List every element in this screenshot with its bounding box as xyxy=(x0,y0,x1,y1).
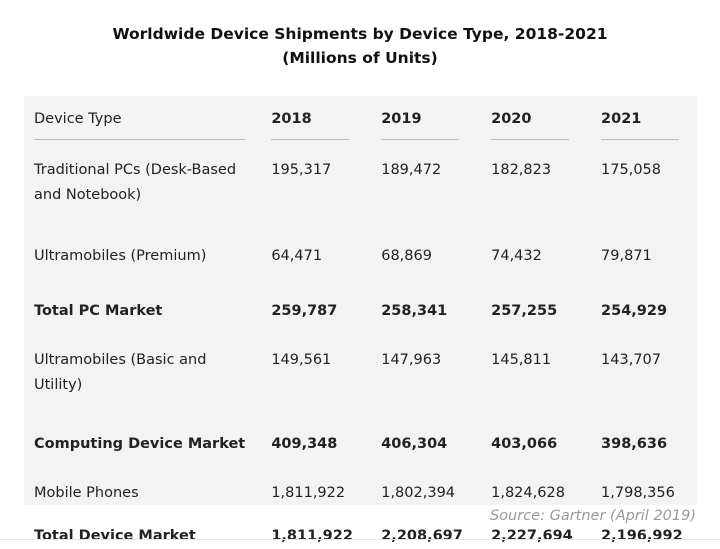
source-note: Source: Gartner (April 2019) xyxy=(489,508,696,524)
cell-value: 68,869 xyxy=(381,248,432,264)
cell-value: 147,963 xyxy=(381,352,442,368)
cell-value: 1,811,922 xyxy=(271,528,353,544)
header-year: 2020 xyxy=(477,96,587,140)
cell-value: 189,472 xyxy=(381,162,442,178)
cell-value: 2,196,992 xyxy=(601,528,683,544)
cell-value: 149,561 xyxy=(271,352,332,368)
cell-value: 175,058 xyxy=(601,162,661,178)
cell-value: 143,707 xyxy=(601,352,661,368)
cell-value: 398,636 xyxy=(601,436,668,452)
cell-value: 145,811 xyxy=(491,352,552,368)
row-label: Ultramobiles (Basic and Utility) xyxy=(34,352,207,393)
title-line-2: (Millions of Units) xyxy=(282,49,438,67)
row-label: Ultramobiles (Premium) xyxy=(34,248,207,264)
row-label: Total Device Market xyxy=(34,528,196,544)
table-row: Total PC Market 259,787 258,341 257,255 254,… xyxy=(24,285,697,334)
cell-value: 254,929 xyxy=(601,303,668,319)
cell-value: 195,317 xyxy=(271,162,332,178)
row-label: Computing Device Market xyxy=(34,436,246,452)
cell-value: 258,341 xyxy=(381,303,448,319)
header-year: 2019 xyxy=(367,96,477,140)
cell-value: 1,802,394 xyxy=(381,485,456,501)
cell-value: 74,432 xyxy=(491,248,542,264)
table-row: Total Device Market 1,811,922 2,208,697 2,2… xyxy=(24,514,697,549)
table-title: Worldwide Device Shipments by Device Typ… xyxy=(0,22,720,70)
row-label: Total PC Market xyxy=(34,303,163,319)
cell-value: 2,227,694 xyxy=(491,528,573,544)
divider xyxy=(0,539,720,540)
header-year: 2018 xyxy=(257,96,367,140)
cell-value: 182,823 xyxy=(491,162,552,178)
cell-value: 257,255 xyxy=(491,303,558,319)
header-device-type: Device Type xyxy=(24,96,257,140)
row-label: Traditional PCs (Desk-Based and Notebook… xyxy=(34,162,237,203)
table-row: Ultramobiles (Premium) 64,471 68,869 74,432… xyxy=(24,230,697,285)
data-table-container: Device Type 2018 2019 2020 2021 Traditio… xyxy=(24,96,697,544)
cell-value: 1,824,628 xyxy=(491,485,565,501)
cell-value: 79,871 xyxy=(601,248,652,264)
cell-value: 259,787 xyxy=(271,303,338,319)
cell-value: 64,471 xyxy=(271,248,323,264)
table-row: Mobile Phones 1,811,922 1,802,394 1,824,628… xyxy=(24,467,697,514)
cell-value: 406,304 xyxy=(381,436,448,452)
cell-value: 403,066 xyxy=(491,436,558,452)
table-row: Computing Device Market 409,348 406,304 403… xyxy=(24,418,697,467)
row-label: Mobile Phones xyxy=(34,485,139,501)
header-year: 2021 xyxy=(587,96,697,140)
header-row: Device Type 2018 2019 2020 2021 xyxy=(24,96,697,140)
cell-value: 1,798,356 xyxy=(601,485,675,501)
table-row: Ultramobiles (Basic and Utility) 149,561 1… xyxy=(24,334,697,418)
cell-value: 409,348 xyxy=(271,436,338,452)
cell-value: 1,811,922 xyxy=(271,485,346,501)
title-line-1: Worldwide Device Shipments by Device Typ… xyxy=(112,25,608,43)
cell-value: 2,208,697 xyxy=(381,528,463,544)
table-row: Traditional PCs (Desk-Based and Notebook… xyxy=(24,140,697,230)
shipments-table: Device Type 2018 2019 2020 2021 Traditio… xyxy=(24,96,697,549)
